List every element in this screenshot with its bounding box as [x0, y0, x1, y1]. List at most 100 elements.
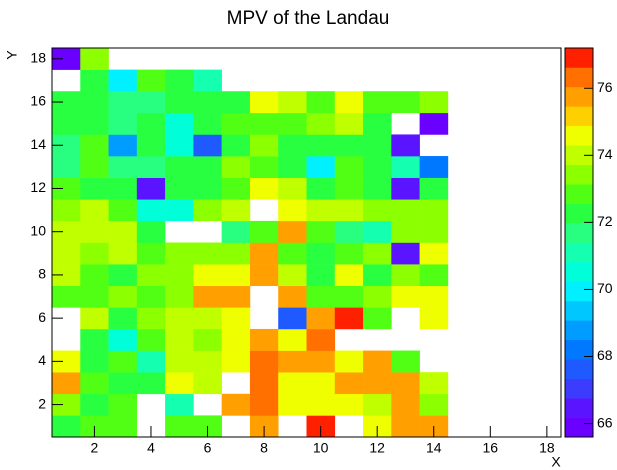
cell [334, 372, 364, 395]
cell [334, 177, 364, 200]
cell [136, 156, 166, 178]
cells [52, 48, 449, 438]
cell [80, 69, 109, 92]
cell [391, 415, 420, 438]
cell [419, 177, 449, 200]
cell [334, 393, 364, 416]
cell [363, 112, 392, 135]
cell [165, 156, 194, 178]
cell [108, 328, 138, 351]
y-tick-label: 6 [38, 309, 46, 325]
color-bar-step [565, 223, 593, 243]
cell [334, 220, 364, 243]
cell [52, 134, 81, 157]
x-tick-label: 12 [369, 440, 385, 456]
cell [306, 307, 336, 330]
cell [278, 91, 307, 114]
cell [165, 69, 194, 92]
color-bar-step [565, 320, 593, 341]
cell [52, 393, 81, 416]
cell [419, 112, 449, 135]
cell [193, 134, 222, 157]
cell [249, 372, 279, 395]
x-tick-label: 4 [147, 440, 155, 456]
cell [221, 393, 251, 416]
chart-title: MPV of the Landau [227, 8, 390, 29]
cell [80, 393, 109, 416]
cell [80, 177, 109, 200]
cell [136, 91, 166, 114]
cell [249, 177, 279, 200]
x-tick-label: 8 [260, 440, 268, 456]
cell [80, 156, 109, 178]
z-tick-label: 72 [597, 213, 613, 229]
cell [249, 328, 279, 351]
cell [108, 69, 138, 92]
cell [193, 372, 222, 395]
cell [108, 350, 138, 373]
cell [80, 91, 109, 114]
cell [80, 199, 109, 222]
cell [363, 393, 392, 416]
cell [419, 307, 449, 330]
cell [221, 177, 251, 200]
cell [108, 393, 138, 416]
cell [165, 350, 194, 373]
cell [249, 134, 279, 157]
cell [80, 242, 109, 265]
color-bar-step [565, 398, 593, 418]
cell [278, 307, 307, 330]
cell [193, 285, 222, 308]
cell [249, 350, 279, 373]
cell [193, 242, 222, 265]
cell [334, 307, 364, 330]
cell [221, 112, 251, 135]
y-tick-label: 4 [38, 352, 46, 368]
cell [221, 220, 251, 243]
cell [278, 199, 307, 222]
cell [306, 91, 336, 114]
cell [136, 242, 166, 265]
cell [80, 264, 109, 287]
cell [363, 177, 392, 200]
cell [391, 350, 420, 373]
cell [334, 350, 364, 373]
cell [249, 242, 279, 265]
cell [193, 328, 222, 351]
cell [419, 156, 449, 178]
cell [306, 372, 336, 395]
x-tick-label: 10 [313, 440, 329, 456]
cell [165, 91, 194, 114]
cell [165, 134, 194, 157]
cell [278, 242, 307, 265]
cell [136, 328, 166, 351]
cell [136, 372, 166, 395]
cell [334, 91, 364, 114]
cell [108, 307, 138, 330]
cell [278, 220, 307, 243]
cell [108, 91, 138, 114]
cell [52, 48, 81, 70]
cell [136, 220, 166, 243]
cell [52, 242, 81, 265]
cell [80, 112, 109, 135]
cell [391, 220, 420, 243]
cell [52, 264, 81, 287]
cell [136, 69, 166, 92]
cell [108, 242, 138, 265]
color-bar-step [565, 281, 593, 302]
cell [193, 350, 222, 373]
cell [306, 112, 336, 135]
cell [80, 285, 109, 308]
cell [306, 393, 336, 416]
y-tick-label: 14 [30, 136, 46, 152]
cell [108, 264, 138, 287]
cell [249, 112, 279, 135]
cell [278, 156, 307, 178]
color-bar-step [565, 261, 593, 282]
cell [334, 156, 364, 178]
y-axis-label: Y [4, 50, 20, 60]
cell [306, 134, 336, 157]
y-tick-label: 8 [38, 266, 46, 282]
plot-frame [51, 47, 562, 438]
